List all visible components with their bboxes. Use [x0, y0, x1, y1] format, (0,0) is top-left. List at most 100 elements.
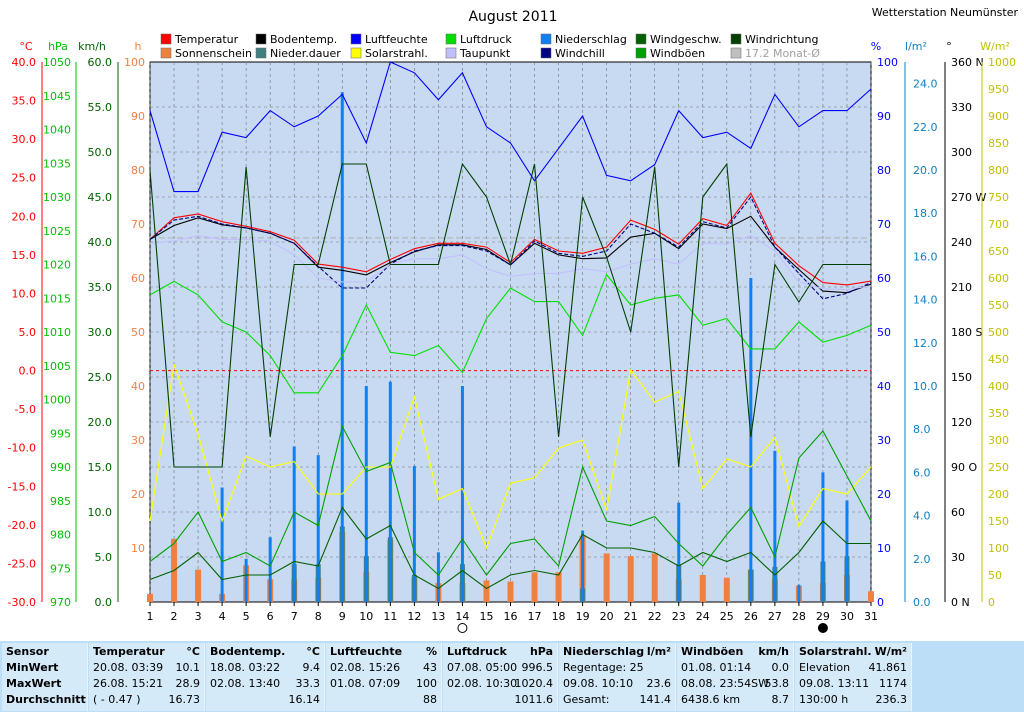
axis-tick-label: 10	[131, 542, 145, 555]
axis-tick-label: 1050	[43, 56, 71, 69]
stat-header: Windböen	[681, 645, 744, 658]
axis-tick-label: 60	[951, 506, 965, 519]
axis-tick-label: 0	[988, 596, 995, 609]
axis-tick-label: 1000	[43, 394, 71, 407]
x-tick-label: 7	[291, 610, 298, 623]
axis-tick-label: 1020	[43, 259, 71, 272]
stat-row: 09.08. 10:10 23.6	[559, 676, 675, 692]
stat-row: Regentage: 25	[559, 660, 675, 676]
stat-row: 02.08. 13:40 33.3	[206, 676, 324, 692]
axis-tick-label: 50	[988, 569, 1002, 582]
rain-axis: l/m² 24.0 22.0 20.0 18.0 16.0 14.0 12.0 10.0 8.0 6…	[905, 40, 937, 609]
axis-tick-label: 15.0	[12, 249, 37, 262]
axis-tick-label: 45.0	[88, 191, 113, 204]
legend-swatch	[350, 47, 362, 59]
axis-tick-label: 30	[131, 434, 145, 447]
x-tick-label: 14	[455, 610, 469, 623]
chart-title: August 2011	[468, 9, 557, 25]
axis-tick-label: 150	[951, 371, 972, 384]
stat-unit: °C	[306, 645, 320, 658]
bar-sonnenschein	[699, 575, 706, 602]
x-tick-label: 26	[744, 610, 758, 623]
x-tick-label: 22	[648, 610, 662, 623]
axis-tick-label: 40	[131, 380, 145, 393]
stat-row: 07.08. 05:00 996.5	[443, 660, 557, 676]
axis-tick-label: 200	[988, 488, 1009, 501]
series-line-windgeschw	[149, 506, 871, 590]
axis-tick-label: 50.0	[88, 146, 113, 159]
stat-unit: W/m²	[874, 645, 907, 658]
axis-unit: %	[871, 40, 881, 53]
axis-tick-label: 360 N	[951, 56, 984, 69]
axis-tick-label: 12.0	[913, 337, 938, 350]
legend-swatch	[445, 47, 457, 59]
stat-row: Durchschnitt	[2, 692, 87, 708]
stat-min-label: 02.08. 15:26	[330, 661, 401, 674]
axis-tick-label: 6.0	[913, 466, 931, 479]
stat-min-label: 18.08. 03:22	[210, 661, 281, 674]
axis-tick-label: 0.0	[95, 596, 113, 609]
stat-row: 1011.6	[443, 692, 557, 708]
bar-niederschlag	[364, 386, 368, 602]
axis-tick-label: 250	[988, 461, 1009, 474]
stat-avg-label: 130:00 h	[799, 693, 849, 706]
bar-niederschlag	[436, 552, 440, 602]
legend-label: Windchill	[555, 47, 605, 60]
stat-row: Gesamt: 141.4	[559, 692, 675, 708]
stat-row: Windböen km/h	[677, 644, 793, 660]
bar-niederschlag	[797, 584, 801, 602]
axis-tick-label: 60.0	[88, 56, 113, 69]
axis-tick-label: 20.0	[12, 210, 37, 223]
stat-max-value: 33.3	[295, 677, 321, 690]
legend-swatch	[160, 33, 172, 45]
stat-row: 08.08. 23:54SW 53.8	[677, 676, 793, 692]
axis-tick-label: 1040	[43, 124, 71, 137]
bar-niederschlag	[773, 450, 777, 602]
x-tick-label: 16	[504, 610, 518, 623]
axis-tick-label: 55.0	[88, 101, 113, 114]
stat-unit: hPa	[529, 645, 553, 658]
stat-unit: °C	[186, 645, 200, 658]
axis-tick-label: 100	[124, 56, 145, 69]
bar-niederschlag	[268, 537, 272, 602]
x-tick-label: 21	[624, 610, 638, 623]
axis-tick-label: 400	[988, 380, 1009, 393]
bar-sonnenschein	[651, 553, 658, 602]
axis-tick-label: 550	[988, 299, 1009, 312]
x-tick-label: 17	[528, 610, 542, 623]
x-tick-label: 4	[219, 610, 226, 623]
axis-tick-label: 995	[50, 427, 71, 440]
x-tick-label: 1	[147, 610, 154, 623]
axis-tick-label: 40.0	[88, 236, 113, 249]
bar-sonnenschein	[483, 580, 490, 602]
legend-swatch	[730, 47, 742, 59]
axis-tick-label: 985	[50, 495, 71, 508]
bar-sonnenschein	[195, 569, 202, 602]
stat-row: MinWert	[2, 660, 87, 676]
stat-header: Bodentemp.	[210, 645, 286, 658]
axis-tick-label: 70	[877, 218, 891, 231]
axis-tick-label: 1025	[43, 225, 71, 238]
stat-row-label: Durchschnitt	[6, 693, 86, 706]
stat-avg-label: ( - 0.47 )	[93, 693, 141, 706]
stat-avg-label: 6438.6 km	[681, 693, 741, 706]
legend-label: Sonnenschein	[175, 47, 252, 60]
series-line-taupunkt	[149, 234, 872, 291]
chart-bars	[147, 92, 874, 603]
x-tick-label: 12	[407, 610, 421, 623]
stat-row: Bodentemp. °C	[206, 644, 324, 660]
bar-niederschlag	[677, 502, 681, 602]
stat-row-label: MaxWert	[6, 677, 62, 690]
legend-swatch	[635, 47, 647, 59]
x-tick-label: 9	[339, 610, 346, 623]
axis-tick-label: 990	[50, 461, 71, 474]
legend-swatch	[160, 47, 172, 59]
axis-tick-label: 80	[131, 164, 145, 177]
stat-row-label: MinWert	[6, 661, 59, 674]
series-line-windben	[149, 424, 872, 576]
axis-tick-label: 25.0	[12, 172, 37, 185]
series-line-solarstrahl	[149, 364, 872, 550]
bar-niederschlag	[220, 487, 224, 602]
wind-axis: km/h 60.0 55.0 50.0 45.0 40.0 35.0 30.0 25.0 20.0…	[78, 40, 112, 609]
